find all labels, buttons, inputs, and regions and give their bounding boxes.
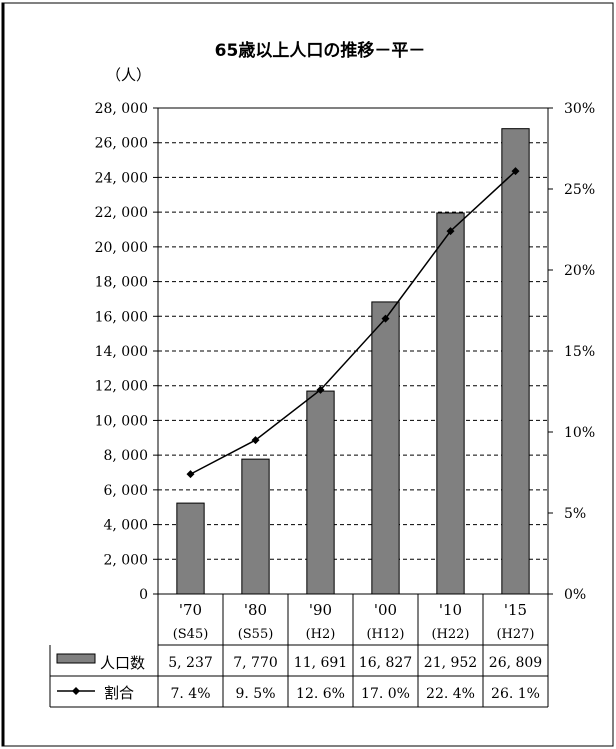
y-left-tick-label: 14, 000 (95, 344, 148, 360)
y-left-tick-label: 2, 000 (103, 552, 148, 568)
y-left-tick-label: 26, 000 (95, 136, 148, 152)
x-tick-label: '80 (244, 601, 267, 619)
y-left-tick-label: 0 (139, 587, 148, 603)
bar (241, 458, 270, 595)
data-label-population: 11, 691 (294, 655, 347, 671)
y-right-tick-label: 30% (564, 101, 595, 117)
legend-key-ratio-marker (72, 687, 80, 695)
y-left-tick-label: 12, 000 (95, 379, 148, 395)
legend-label-ratio: 割合 (104, 684, 134, 702)
bar (176, 502, 205, 595)
x-tick-sublabel: (S55) (238, 627, 274, 642)
ratio-point (381, 314, 390, 323)
data-label-ratio: 12. 6% (296, 686, 345, 702)
bar (371, 301, 400, 595)
x-tick-label: '70 (179, 601, 202, 619)
data-label-population: 16, 827 (359, 655, 412, 671)
y-left-tick-label: 28, 000 (95, 101, 148, 117)
data-label-population: 26, 809 (489, 655, 542, 671)
y-left-tick-label: 18, 000 (95, 275, 148, 291)
data-label-ratio: 26. 1% (491, 686, 540, 702)
data-label-ratio: 9. 5% (235, 686, 275, 702)
chart-title: 65歳以上人口の推移－平－ (214, 41, 426, 61)
ratio-point (446, 227, 455, 236)
x-tick-sublabel: (H12) (366, 627, 404, 642)
ratio-point (251, 436, 260, 445)
y-right-tick-label: 5% (564, 506, 586, 522)
legend-label-population: 人口数 (100, 654, 145, 672)
y-left-tick-label: 24, 000 (95, 170, 148, 186)
ratio-point (511, 167, 520, 176)
y-left-tick-label: 10, 000 (95, 413, 148, 429)
y-right-tick-label: 10% (564, 425, 595, 441)
y-axis-unit-label: （人） (106, 66, 152, 84)
y-left-tick-label: 22, 000 (95, 205, 148, 221)
legend-key-population (56, 653, 96, 664)
y-left-tick-label: 6, 000 (103, 483, 148, 499)
x-tick-label: '10 (439, 601, 462, 619)
y-left-tick-label: 20, 000 (95, 240, 148, 256)
data-label-population: 7, 770 (233, 655, 278, 671)
y-right-tick-label: 0% (564, 587, 586, 603)
bar (436, 212, 465, 595)
y-left-tick-label: 16, 000 (95, 309, 148, 325)
data-label-ratio: 7. 4% (170, 686, 210, 702)
x-tick-label: '90 (309, 601, 332, 619)
x-tick-label: '00 (374, 601, 397, 619)
bar (306, 390, 335, 595)
x-tick-sublabel: (H27) (496, 627, 534, 642)
y-right-tick-label: 20% (564, 263, 595, 279)
y-right-tick-label: 25% (564, 182, 595, 198)
ratio-point (316, 385, 325, 394)
data-label-population: 21, 952 (424, 655, 477, 671)
x-tick-label: '15 (504, 601, 527, 619)
ratio-line (190, 170, 517, 475)
bar (501, 128, 530, 595)
y-left-tick-label: 8, 000 (103, 448, 148, 464)
data-label-population: 5, 237 (168, 655, 213, 671)
data-label-ratio: 17. 0% (361, 686, 410, 702)
x-tick-sublabel: (S45) (173, 627, 209, 642)
ratio-point (186, 470, 195, 479)
x-tick-sublabel: (H22) (431, 627, 469, 642)
y-left-tick-label: 4, 000 (103, 518, 148, 534)
y-right-tick-label: 15% (564, 344, 595, 360)
x-tick-sublabel: (H2) (306, 627, 336, 642)
data-label-ratio: 22. 4% (426, 686, 475, 702)
